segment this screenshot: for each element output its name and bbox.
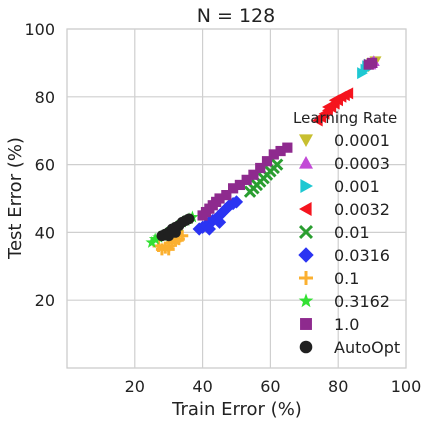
- legend-title: Learning Rate: [293, 109, 397, 127]
- legend-marker-9: [299, 340, 313, 354]
- y-tick-label: 40: [35, 223, 55, 242]
- data-point-autoopt: [183, 213, 195, 225]
- data-point-1-0: [221, 190, 232, 201]
- data-point-1-0: [214, 193, 225, 204]
- legend-label: 0.0316: [334, 246, 390, 265]
- x-tick-label: 20: [125, 377, 145, 396]
- data-point-1-0: [282, 142, 293, 153]
- legend-label: 0.3162: [334, 292, 390, 311]
- legend-marker-6: [299, 271, 313, 285]
- x-tick-label: 60: [260, 377, 280, 396]
- x-tick-label: 40: [192, 377, 212, 396]
- data-point-autoopt: [170, 227, 181, 238]
- data-point-1-0: [367, 57, 378, 68]
- chart-title: N = 128: [197, 5, 275, 27]
- grid: [67, 28, 407, 368]
- y-tick-labels: 20 40 60 80 100: [24, 20, 55, 310]
- data-point-0-3162: [145, 235, 159, 248]
- data-point-1-0: [255, 162, 266, 174]
- y-tick-label: 20: [35, 291, 55, 310]
- legend-marker-8: [300, 318, 312, 330]
- legend-marker-0: [299, 134, 313, 147]
- data-points: [145, 55, 382, 256]
- data-point-0-0316: [229, 195, 244, 209]
- data-point-1-0: [268, 149, 279, 160]
- legend-marker-5: [298, 247, 314, 263]
- legend-label: 1.0: [334, 315, 359, 334]
- x-tick-label: 80: [328, 377, 348, 396]
- legend: Learning Rate 0.0001 0.0003 0.001 0.0032 0.0…: [293, 109, 400, 357]
- data-point-1-0: [228, 183, 239, 194]
- legend-label: AutoOpt: [334, 338, 400, 357]
- data-point-1-0: [261, 156, 273, 167]
- y-tick-label: 100: [24, 20, 55, 39]
- data-point-0-0032: [328, 94, 340, 107]
- legend-marker-4: [298, 224, 314, 240]
- legend-label: 0.01: [334, 223, 370, 242]
- legend-label: 0.0001: [334, 131, 390, 150]
- data-point-0-3162: [148, 232, 162, 245]
- y-tick-label: 60: [35, 156, 55, 175]
- data-point-1-0: [234, 179, 245, 191]
- y-axis-label: Test Error (%): [5, 137, 26, 260]
- data-point-0-0032: [322, 100, 333, 113]
- x-tick-label: 100: [391, 377, 422, 396]
- legend-label: 0.1: [334, 269, 359, 288]
- x-tick-labels: 20 40 60 80 100: [125, 377, 422, 396]
- data-point-1-0: [275, 145, 286, 157]
- data-point-0-01: [271, 158, 284, 171]
- legend-marker-1: [299, 156, 313, 169]
- x-axis-label: Train Error (%): [171, 399, 302, 420]
- legend-label: 0.001: [334, 177, 380, 196]
- legend-marker-7: [298, 293, 314, 308]
- data-point-0-1: [162, 243, 175, 256]
- legend-label: 0.0032: [334, 200, 390, 219]
- data-point-1-0: [248, 169, 259, 180]
- data-point-0-01: [243, 185, 257, 198]
- y-tick-label: 80: [35, 88, 55, 107]
- legend-label: 0.0003: [334, 154, 390, 173]
- legend-marker-2: [300, 179, 313, 193]
- legend-marker-3: [299, 202, 312, 216]
- data-point-1-0: [241, 174, 252, 185]
- data-point-0-0316: [202, 222, 216, 236]
- data-point-0-0316: [212, 215, 227, 229]
- data-point-0-0032: [342, 87, 354, 100]
